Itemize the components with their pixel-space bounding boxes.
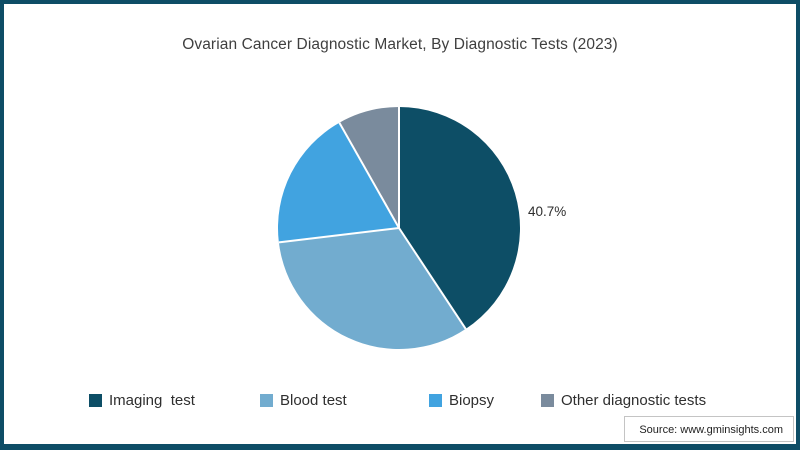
legend-item-imaging-test: Imaging test <box>89 389 195 411</box>
pie-slice <box>278 122 399 243</box>
source-attribution: Source: www.gminsights.com <box>624 416 794 442</box>
legend: Imaging test Blood test Biopsy Other dia… <box>4 389 796 411</box>
pie-slice-separator <box>278 227 400 244</box>
pie-svg <box>278 107 520 349</box>
pie-chart <box>277 106 521 350</box>
pie-data-label: 40.7% <box>528 204 567 219</box>
legend-swatch <box>541 393 554 407</box>
legend-swatch <box>429 393 442 407</box>
pie-slice-separator <box>338 122 400 229</box>
pie-slice <box>339 107 399 228</box>
pie-slice-separator <box>398 227 467 330</box>
legend-swatch <box>260 393 273 407</box>
legend-item-blood-test: Blood test <box>260 389 347 411</box>
pie-slice <box>278 228 466 349</box>
legend-label: Blood test <box>280 391 347 409</box>
legend-item-other-diagnostic-tests: Other diagnostic tests <box>541 389 706 411</box>
legend-label: Biopsy <box>449 391 495 409</box>
legend-label: Other diagnostic tests <box>561 391 707 409</box>
chart-title: Ovarian Cancer Diagnostic Market, By Dia… <box>182 36 618 53</box>
legend-item-biopsy: Biopsy <box>429 389 494 411</box>
legend-label: Imaging test <box>109 391 195 409</box>
legend-swatch <box>89 393 102 407</box>
source-text: Source: www.gminsights.com <box>639 424 783 436</box>
